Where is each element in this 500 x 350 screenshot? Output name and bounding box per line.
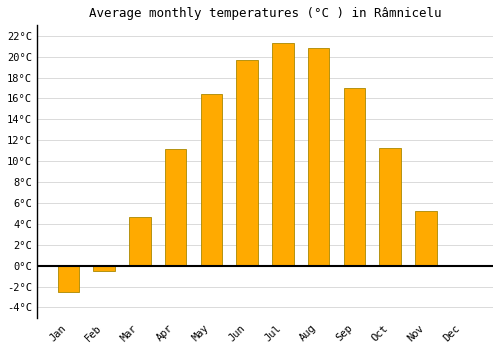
Bar	[272, 43, 293, 266]
Bar	[236, 60, 258, 266]
Bar	[308, 48, 330, 266]
Bar	[129, 217, 150, 266]
Bar	[94, 266, 115, 271]
Bar	[415, 211, 436, 266]
Bar	[380, 148, 401, 266]
Bar	[344, 88, 365, 266]
Title: Average monthly temperatures (°C ) in Râmnicelu: Average monthly temperatures (°C ) in Râ…	[88, 7, 441, 20]
Bar	[165, 149, 186, 266]
Bar	[58, 266, 79, 292]
Bar	[200, 94, 222, 266]
